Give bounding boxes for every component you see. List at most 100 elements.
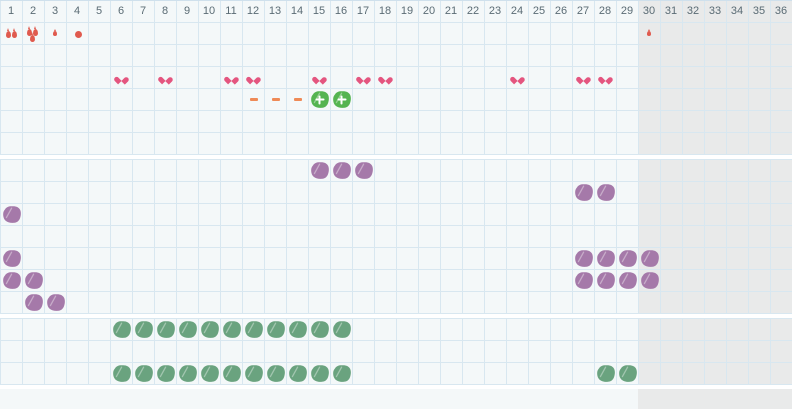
intimacy-cell[interactable] <box>309 67 330 88</box>
day-header-cell[interactable]: 36 <box>774 5 788 17</box>
day-header-cell[interactable]: 22 <box>466 5 480 17</box>
intimacy-cell[interactable] <box>243 67 264 88</box>
symptom-cell[interactable] <box>617 248 638 269</box>
mood-cell[interactable] <box>133 319 154 340</box>
day-header-cell[interactable]: 35 <box>752 5 766 17</box>
symptom-cell[interactable] <box>309 160 330 181</box>
mood-cell[interactable] <box>309 319 330 340</box>
day-header-cell[interactable]: 34 <box>730 5 744 17</box>
symptom-cell[interactable] <box>639 270 660 291</box>
mood-cell[interactable] <box>287 319 308 340</box>
mood-cell[interactable] <box>199 319 220 340</box>
mood-cell[interactable] <box>133 363 154 384</box>
intimacy-cell[interactable] <box>507 67 528 88</box>
day-header-cell[interactable]: 14 <box>290 5 304 17</box>
mood-cell[interactable] <box>243 363 264 384</box>
symptom-cell[interactable] <box>595 248 616 269</box>
symptom-cell[interactable] <box>1 204 22 225</box>
day-header-cell[interactable]: 3 <box>51 5 59 17</box>
day-header-cell[interactable]: 27 <box>576 5 590 17</box>
symptom-cell[interactable] <box>573 182 594 203</box>
blood-flow-cell[interactable] <box>67 23 88 44</box>
day-header-cell[interactable]: 20 <box>422 5 436 17</box>
day-header-cell[interactable]: 28 <box>598 5 612 17</box>
mood-cell[interactable] <box>309 363 330 384</box>
day-header-cell[interactable]: 16 <box>334 5 348 17</box>
mood-cell[interactable] <box>265 319 286 340</box>
ovulation-test-cell[interactable] <box>265 89 286 110</box>
day-header-cell[interactable]: 24 <box>510 5 524 17</box>
day-header-cell[interactable]: 23 <box>488 5 502 17</box>
intimacy-cell[interactable] <box>375 67 396 88</box>
symptom-cell[interactable] <box>573 270 594 291</box>
day-header-cell[interactable]: 6 <box>117 5 125 17</box>
mood-cell[interactable] <box>155 363 176 384</box>
intimacy-cell[interactable] <box>595 67 616 88</box>
day-header-cell[interactable]: 1 <box>7 5 15 17</box>
mood-cell[interactable] <box>265 363 286 384</box>
symptom-cell[interactable] <box>639 248 660 269</box>
mood-cell[interactable] <box>177 363 198 384</box>
day-header-cell[interactable]: 4 <box>73 5 81 17</box>
ovulation-test-cell[interactable] <box>309 89 330 110</box>
symptom-cell[interactable] <box>331 160 352 181</box>
day-header-cell[interactable]: 30 <box>642 5 656 17</box>
mood-cell[interactable] <box>221 319 242 340</box>
intimacy-cell[interactable] <box>573 67 594 88</box>
mood-cell[interactable] <box>331 363 352 384</box>
blood-flow-cell[interactable] <box>45 23 66 44</box>
symptom-cell[interactable] <box>1 248 22 269</box>
intimacy-cell[interactable] <box>353 67 374 88</box>
ovulation-test-cell[interactable] <box>287 89 308 110</box>
symptom-cell[interactable] <box>573 248 594 269</box>
day-header-cell[interactable]: 12 <box>246 5 260 17</box>
day-header-cell[interactable]: 32 <box>686 5 700 17</box>
day-header-cell[interactable]: 18 <box>378 5 392 17</box>
symptom-cell[interactable] <box>23 270 44 291</box>
symptom-cell[interactable] <box>595 182 616 203</box>
mood-cell[interactable] <box>595 363 616 384</box>
intimacy-cell[interactable] <box>155 67 176 88</box>
day-header-cell[interactable]: 10 <box>202 5 216 17</box>
day-header-cell[interactable]: 5 <box>95 5 103 17</box>
mood-cell[interactable] <box>155 319 176 340</box>
day-header-cell[interactable]: 29 <box>620 5 634 17</box>
mood-cell[interactable] <box>243 319 264 340</box>
day-header-cell[interactable]: 15 <box>312 5 326 17</box>
symptom-cell[interactable] <box>23 292 44 313</box>
blood-flow-cell[interactable] <box>639 23 660 44</box>
mood-cell[interactable] <box>111 363 132 384</box>
mood-cell[interactable] <box>287 363 308 384</box>
day-header-cell[interactable]: 25 <box>532 5 546 17</box>
day-header-cell[interactable]: 26 <box>554 5 568 17</box>
mood-cell[interactable] <box>221 363 242 384</box>
day-header-cell[interactable]: 33 <box>708 5 722 17</box>
mood-cell[interactable] <box>111 319 132 340</box>
symptom-cell[interactable] <box>595 270 616 291</box>
day-header-cell[interactable]: 8 <box>161 5 169 17</box>
mood-cell[interactable] <box>617 363 638 384</box>
intimacy-cell[interactable] <box>221 67 242 88</box>
day-header-cell[interactable]: 13 <box>268 5 282 17</box>
symptom-cell[interactable] <box>617 270 638 291</box>
intimacy-cell[interactable] <box>111 67 132 88</box>
day-header-cell[interactable]: 31 <box>664 5 678 17</box>
symptom-cell[interactable] <box>1 270 22 291</box>
header-column-line <box>220 0 221 22</box>
blood-flow-cell[interactable] <box>1 23 22 44</box>
mood-cell[interactable] <box>331 319 352 340</box>
day-header-cell[interactable]: 7 <box>139 5 147 17</box>
day-header-cell[interactable]: 11 <box>225 5 237 17</box>
blood-flow-cell[interactable] <box>23 23 44 44</box>
day-header-cell[interactable]: 9 <box>183 5 191 17</box>
ovulation-test-cell[interactable] <box>243 89 264 110</box>
ovulation-test-cell[interactable] <box>331 89 352 110</box>
symptom-cell[interactable] <box>45 292 66 313</box>
day-header-cell[interactable]: 21 <box>444 5 458 17</box>
mood-cell[interactable] <box>177 319 198 340</box>
symptom-cell[interactable] <box>353 160 374 181</box>
day-header-cell[interactable]: 2 <box>29 5 37 17</box>
day-header-cell[interactable]: 19 <box>400 5 414 17</box>
day-header-cell[interactable]: 17 <box>356 5 370 17</box>
mood-cell[interactable] <box>199 363 220 384</box>
